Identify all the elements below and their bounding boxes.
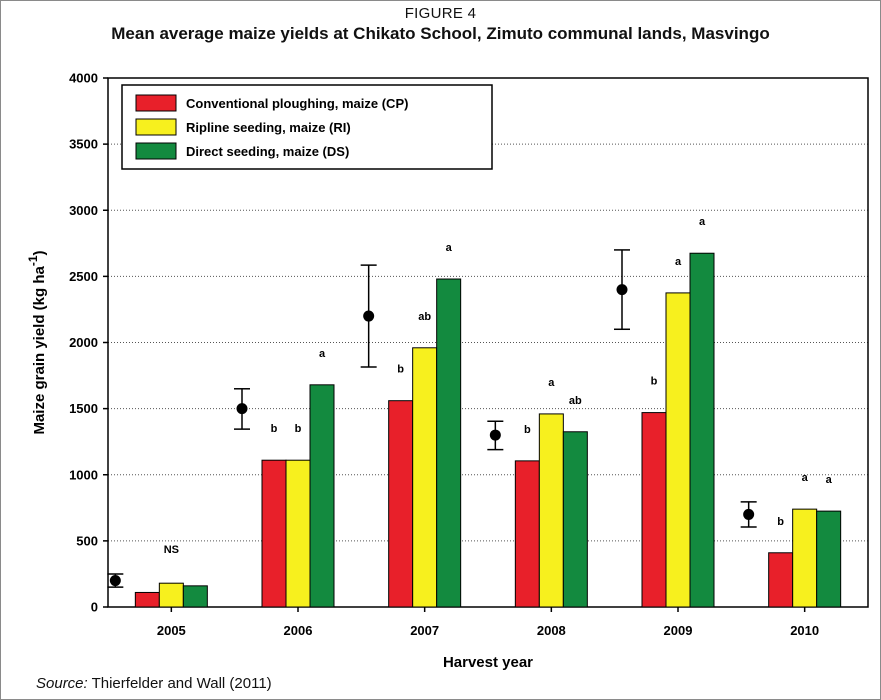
bar-ds: [182, 585, 208, 608]
bar-cp: [388, 400, 414, 608]
significance-label: b: [295, 423, 302, 435]
bar-ds: [309, 384, 335, 608]
significance-label: ab: [418, 311, 431, 323]
legend-swatch-cp: [135, 94, 177, 112]
bar-ri: [665, 292, 691, 608]
significance-label: a: [802, 472, 809, 484]
y-tick-label: 3000: [69, 203, 98, 218]
significance-label: b: [524, 424, 531, 436]
legend-box: [121, 84, 493, 170]
x-tick-label: 2007: [410, 623, 439, 638]
mean-marker: [109, 575, 121, 587]
y-axis-title: Maize grain yield (kg ha-1): [26, 250, 48, 434]
legend-label-ri: Ripline seeding, maize (RI): [186, 120, 351, 135]
chart-title: Mean average maize yields at Chikato Sch…: [111, 24, 770, 43]
legend-swatch-ds: [135, 142, 177, 160]
significance-label: b: [651, 376, 658, 388]
y-tick-label: 500: [76, 533, 98, 548]
bar-cp: [514, 460, 540, 608]
legend-label-cp: Conventional ploughing, maize (CP): [186, 96, 408, 111]
significance-label: a: [699, 216, 706, 228]
ns-annotation: NS: [164, 544, 179, 556]
x-axis-title: Harvest year: [443, 654, 533, 671]
bar-cp: [261, 459, 287, 608]
bar-ri: [538, 413, 564, 608]
y-tick-label: 0: [91, 600, 98, 615]
x-tick-label: 2010: [790, 623, 819, 638]
x-tick-label: 2005: [157, 623, 186, 638]
bar-cp: [768, 552, 794, 608]
significance-label: a: [446, 242, 453, 254]
y-tick-label: 1000: [69, 467, 98, 482]
bar-ri: [412, 347, 438, 608]
significance-label: a: [319, 348, 326, 360]
bar-ri: [285, 459, 311, 608]
mean-marker: [363, 310, 375, 322]
mean-marker: [236, 403, 248, 415]
significance-label: a: [826, 474, 833, 486]
significance-label: b: [397, 364, 404, 376]
x-tick-label: 2008: [537, 623, 566, 638]
bar-cp: [134, 591, 160, 608]
bar-ds: [689, 252, 715, 608]
significance-label: b: [777, 516, 784, 528]
significance-label: ab: [569, 395, 582, 407]
bar-ds: [816, 510, 842, 608]
mean-marker: [743, 508, 755, 520]
bar-cp: [641, 412, 667, 608]
x-tick-label: 2006: [284, 623, 313, 638]
y-tick-label: 1500: [69, 401, 98, 416]
mean-marker: [616, 284, 628, 296]
y-tick-label: 3500: [69, 137, 98, 152]
source-prefix: Source:: [36, 675, 88, 692]
source-citation: Thierfelder and Wall (2011): [87, 675, 272, 692]
legend-swatch-ri: [135, 118, 177, 136]
y-tick-label: 4000: [69, 71, 98, 86]
bar-ri: [158, 582, 184, 608]
source-note: Source: Thierfelder and Wall (2011): [36, 675, 272, 692]
x-tick-label: 2009: [664, 623, 693, 638]
y-tick-label: 2500: [69, 269, 98, 284]
mean-marker: [489, 429, 501, 441]
significance-label: b: [271, 423, 278, 435]
y-tick-label: 2000: [69, 335, 98, 350]
figure-label: FIGURE 4: [404, 5, 477, 22]
significance-label: a: [675, 256, 682, 268]
legend-label-ds: Direct seeding, maize (DS): [186, 144, 349, 159]
bar-ds: [562, 431, 588, 608]
significance-label: a: [548, 377, 555, 389]
bar-ds: [436, 278, 462, 608]
bar-ri: [792, 508, 818, 608]
